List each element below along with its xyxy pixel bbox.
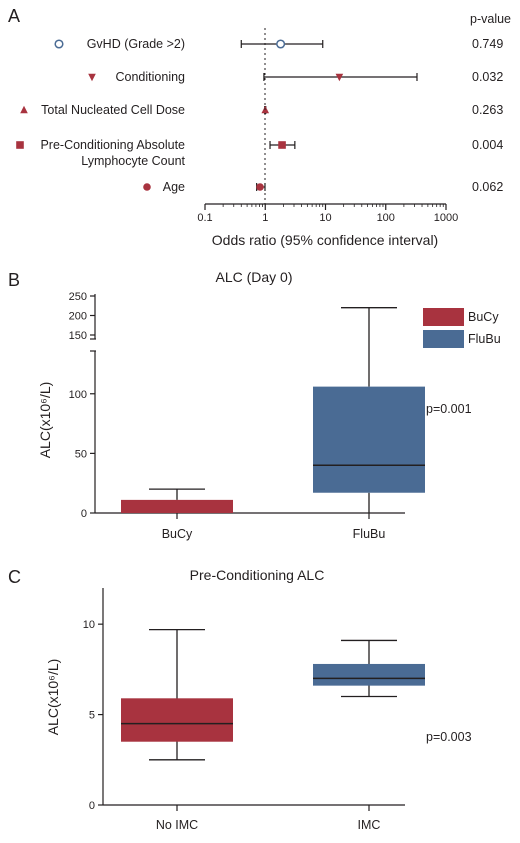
odds-ratio-point <box>276 39 286 49</box>
y-axis-label: ALC(x10⁶/L) <box>37 382 53 459</box>
y-tick-label: 50 <box>75 448 87 460</box>
forest-row: Pre-Conditioning Absolute Lymphocyte Coun… <box>16 138 503 168</box>
box-iqr <box>121 499 233 513</box>
pre-conditioning-alc-panel: C Pre-Conditioning ALC ALC(x10⁶/L) p=0.0… <box>8 567 472 832</box>
row-p-value: 0.004 <box>472 138 503 152</box>
box-bucy: BuCy <box>121 488 233 541</box>
row-p-value: 0.062 <box>472 180 503 194</box>
box-imc: IMC <box>313 639 425 832</box>
row-marker-icon <box>54 39 64 49</box>
x-axis-label: Odds ratio (95% confidence interval) <box>212 232 438 248</box>
x-tick-label: 1 <box>262 212 268 224</box>
legend-label: BuCy <box>468 310 499 324</box>
p-value-annotation: p=0.001 <box>426 402 472 416</box>
row-marker-icon <box>20 105 28 114</box>
x-tick-label: BuCy <box>162 527 193 541</box>
row-marker-icon <box>88 73 96 82</box>
y-axis-label: ALC(x10⁶/L) <box>45 659 61 736</box>
row-label: Pre-Conditioning Absolute <box>40 138 185 152</box>
row-p-value: 0.032 <box>472 70 503 84</box>
y-tick-label: 5 <box>89 710 95 722</box>
forest-row: Age 0.062 <box>143 180 503 194</box>
y-tick-label: 200 <box>69 311 87 323</box>
y-tick-label: 250 <box>69 291 87 303</box>
box-iqr <box>313 386 425 493</box>
y-tick-label: 150 <box>69 330 87 342</box>
p-value-annotation: p=0.003 <box>426 730 472 744</box>
box-iqr <box>121 698 233 742</box>
alc-day0-panel: B ALC (Day 0) ALC(x10⁶/L) p=0.001 BuCy Fl… <box>8 269 501 541</box>
odds-ratio-point <box>278 141 286 149</box>
pvalue-header: p-value <box>470 12 511 26</box>
legend-swatch <box>423 330 464 348</box>
x-tick-label: 0.1 <box>197 212 212 224</box>
x-tick-label: 100 <box>377 212 395 224</box>
box-flubu: FluBu <box>313 307 425 541</box>
x-tick-label: IMC <box>358 818 381 832</box>
row-marker-icon <box>16 141 24 149</box>
row-label: Total Nucleated Cell Dose <box>41 103 185 117</box>
row-p-value: 0.263 <box>472 103 503 117</box>
row-label: Age <box>163 180 185 194</box>
forest-row: Total Nucleated Cell Dose 0.263 <box>20 103 503 117</box>
panel-letter-c: C <box>8 567 21 587</box>
y-tick-label: 0 <box>89 800 95 812</box>
row-label-line2: Lymphocyte Count <box>81 154 185 168</box>
forest-row: Conditioning 0.032 <box>88 70 503 84</box>
box-no-imc: No IMC <box>121 628 233 832</box>
row-p-value: 0.749 <box>472 37 503 51</box>
legend-label: FluBu <box>468 332 501 346</box>
panel-letter-a: A <box>8 6 20 26</box>
row-label: Conditioning <box>116 70 186 84</box>
x-tick-label: FluBu <box>353 527 386 541</box>
x-tick-label: No IMC <box>156 818 198 832</box>
row-marker-icon <box>143 183 151 191</box>
y-tick-label: 0 <box>81 508 87 520</box>
odds-ratio-point <box>256 183 264 191</box>
y-tick-label: 100 <box>69 389 87 401</box>
forest-row: GvHD (Grade >2) 0.749 <box>54 37 503 51</box>
x-tick-label: 10 <box>319 212 331 224</box>
box-iqr <box>313 663 425 686</box>
odds-ratio-point <box>335 73 344 82</box>
forest-plot-panel: A p-value GvHD (Grade >2) 0.749 Conditioni… <box>8 6 511 248</box>
chart-title: Pre-Conditioning ALC <box>190 567 325 583</box>
y-tick-label: 10 <box>83 619 95 631</box>
x-tick-label: 1000 <box>434 212 458 224</box>
chart-title: ALC (Day 0) <box>215 269 292 285</box>
legend-swatch <box>423 308 464 326</box>
row-label: GvHD (Grade >2) <box>87 37 185 51</box>
panel-letter-b: B <box>8 270 20 290</box>
